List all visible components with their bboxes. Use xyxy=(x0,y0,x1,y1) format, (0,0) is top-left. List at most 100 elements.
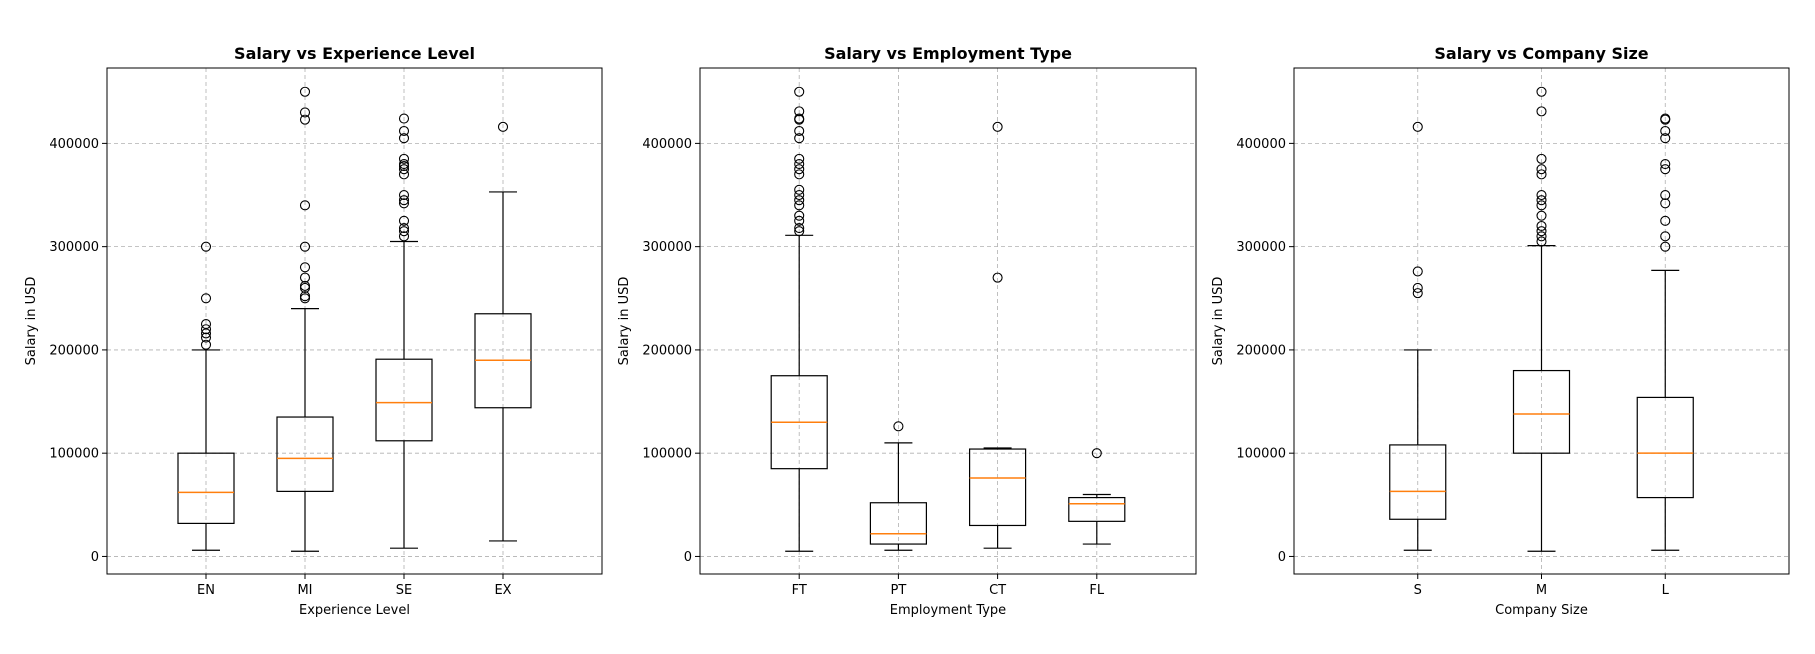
outlier-point xyxy=(1412,266,1423,277)
outlier-point xyxy=(1660,241,1671,252)
subplot-1: 0 100000 200000 300000 400000 EN MI SE EX Salary … xyxy=(24,44,603,618)
x-tick-label-fl: FL xyxy=(1089,583,1104,598)
outlier-point xyxy=(1660,231,1671,242)
y-tick-label: 400000 xyxy=(49,137,99,152)
y-tick-label: 300000 xyxy=(49,240,99,255)
iqr-box xyxy=(1512,369,1571,454)
outlier-point xyxy=(299,200,311,211)
outlier-point xyxy=(794,189,805,201)
x-tick-label-ct: CT xyxy=(989,583,1006,598)
outlier-point xyxy=(794,133,805,144)
outlier-point xyxy=(398,133,410,144)
outlier-point xyxy=(1660,133,1671,144)
outlier-point xyxy=(1536,86,1547,97)
outlier-point xyxy=(1536,236,1547,247)
outlier-point xyxy=(200,332,212,343)
outlier-point xyxy=(1660,113,1671,124)
y-tick-label: 200000 xyxy=(642,343,692,358)
outlier-point xyxy=(200,319,212,330)
outlier-point xyxy=(398,113,410,124)
outlier-point xyxy=(794,215,805,226)
outlier-point xyxy=(794,106,805,117)
outlier-point xyxy=(1660,164,1671,175)
outlier-point xyxy=(398,215,410,226)
y-tick-label: 0 xyxy=(91,550,99,565)
iqr-box xyxy=(1068,496,1126,522)
outlier-point xyxy=(398,158,410,170)
x-tick-label-l: L xyxy=(1662,583,1670,598)
outlier-point xyxy=(1660,125,1671,137)
iqr-box xyxy=(968,448,1027,527)
outlier-point xyxy=(299,272,311,283)
iqr-box xyxy=(177,452,235,525)
outlier-point xyxy=(1660,198,1671,209)
outlier-point xyxy=(1412,121,1423,132)
subplot-3: 0 100000 200000 300000 400000 S M L Salary vs Co… xyxy=(1211,44,1790,618)
outlier-point xyxy=(299,114,311,125)
outlier-point xyxy=(794,164,805,175)
outlier-point xyxy=(1091,448,1102,459)
outlier-point xyxy=(200,241,212,252)
box-se xyxy=(375,113,433,549)
outlier-point xyxy=(893,421,904,432)
outlier-point xyxy=(1536,189,1547,201)
outlier-point xyxy=(794,113,805,124)
x-axis-label: Company Size xyxy=(1495,603,1588,618)
y-tick-label: 100000 xyxy=(49,447,99,462)
outlier-point xyxy=(794,158,805,170)
outlier-point xyxy=(398,169,410,180)
chart-title: Salary vs Company Size xyxy=(1434,44,1648,63)
outlier-point xyxy=(200,293,212,304)
outlier-point xyxy=(794,195,805,206)
x-axis-label: Employment Type xyxy=(890,603,1006,618)
outlier-point xyxy=(200,339,212,350)
outlier-point xyxy=(794,223,805,234)
outlier-point xyxy=(398,164,410,175)
box-mi xyxy=(276,86,334,552)
iqr-box xyxy=(1636,396,1694,499)
outlier-point xyxy=(398,231,410,242)
plot-frame xyxy=(106,67,603,575)
outlier-point xyxy=(794,153,805,164)
iqr-box xyxy=(1389,444,1447,520)
outlier-point xyxy=(398,198,410,209)
outlier-point xyxy=(398,226,410,237)
outlier-point xyxy=(398,153,410,164)
outlier-point xyxy=(398,125,410,137)
y-tick-label: 100000 xyxy=(642,447,692,462)
outlier-point xyxy=(200,324,212,335)
y-tick-label: 300000 xyxy=(1236,240,1286,255)
outlier-point xyxy=(1536,226,1547,237)
y-axis-label: Salary in USD xyxy=(1211,277,1226,366)
outlier-point xyxy=(299,291,311,302)
y-tick-label: 100000 xyxy=(1236,447,1286,462)
outlier-point xyxy=(299,86,311,97)
outlier-point xyxy=(398,189,410,201)
x-axis-label: Experience Level xyxy=(299,603,410,618)
x-tick-label-pt: PT xyxy=(891,583,907,598)
x-tick-label-en: EN xyxy=(197,583,215,598)
outlier-point xyxy=(299,280,311,291)
box-s xyxy=(1389,121,1447,551)
y-tick-label: 400000 xyxy=(1236,137,1286,152)
y-axis-label: Salary in USD xyxy=(617,277,632,366)
outlier-point xyxy=(1660,189,1671,201)
box-fl xyxy=(1068,448,1126,545)
outlier-point xyxy=(299,107,311,118)
box-l xyxy=(1636,113,1694,551)
iqr-box xyxy=(375,358,433,442)
y-axis-label: Salary in USD xyxy=(24,277,39,366)
outlier-point xyxy=(1536,106,1547,117)
x-tick-label-mi: MI xyxy=(297,583,312,598)
outlier-point xyxy=(1536,200,1547,211)
outlier-point xyxy=(794,86,805,97)
box-ct xyxy=(968,121,1027,549)
iqr-box xyxy=(869,502,928,545)
outlier-point xyxy=(794,169,805,180)
x-tick-label-ft: FT xyxy=(792,583,807,598)
box-m xyxy=(1512,86,1571,552)
chart-title: Salary vs Employment Type xyxy=(824,44,1072,63)
outlier-point xyxy=(1536,210,1547,221)
subplot-2: 0 100000 200000 300000 400000 FT PT CT FL Salary … xyxy=(617,44,1197,618)
